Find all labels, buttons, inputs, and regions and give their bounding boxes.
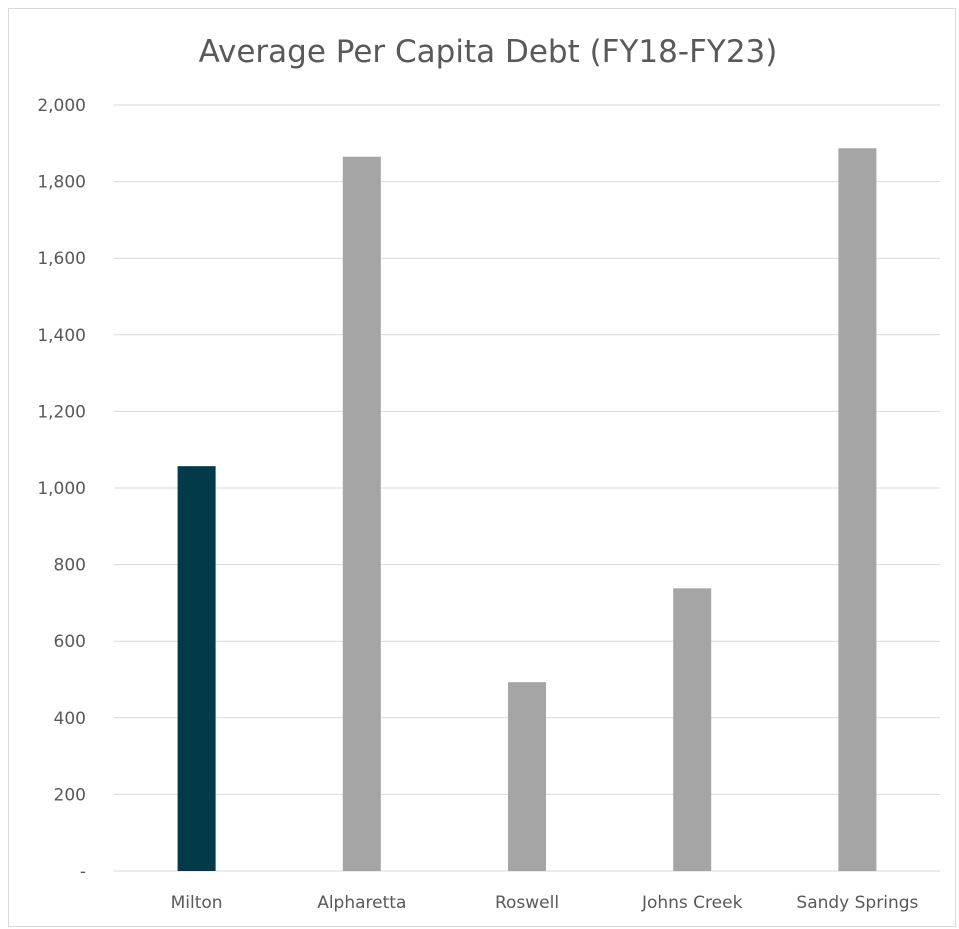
y-tick-label: 1,600: [37, 249, 86, 269]
bar-johns-creek: [673, 588, 712, 871]
x-category-label: Sandy Springs: [796, 893, 918, 913]
x-axis-category-labels: Milton Alpharetta Roswell Johns Creek Sandy …: [171, 893, 919, 913]
bars: [177, 148, 877, 872]
y-tick-label: 2,000: [37, 96, 86, 116]
y-tick-label: 200: [54, 785, 86, 805]
y-axis-tick-labels: - 200 400 600 800 1,000 1,200 1,400 1,600 1,800 2,…: [37, 96, 86, 882]
y-tick-label: -: [80, 862, 86, 882]
bar-sandy-springs: [838, 148, 877, 872]
y-tick-label: 600: [54, 632, 86, 652]
y-tick-label: 1,400: [37, 326, 86, 346]
x-category-label: Roswell: [495, 893, 559, 913]
chart-frame: [8, 8, 956, 927]
x-category-label: Johns Creek: [641, 893, 743, 913]
chart-title: Average Per Capita Debt (FY18-FY23): [199, 34, 778, 70]
bar-alpharetta: [342, 156, 381, 871]
y-tick-label: 1,200: [37, 402, 86, 422]
bar-roswell: [508, 682, 546, 871]
x-category-label: Milton: [171, 893, 223, 913]
bar-milton: [177, 466, 216, 871]
y-tick-label: 1,800: [37, 173, 86, 193]
x-category-label: Alpharetta: [317, 893, 406, 913]
gridlines: [114, 104, 940, 872]
y-tick-label: 800: [54, 556, 86, 576]
y-tick-label: 400: [54, 709, 86, 729]
y-tick-label: 1,000: [37, 479, 86, 499]
